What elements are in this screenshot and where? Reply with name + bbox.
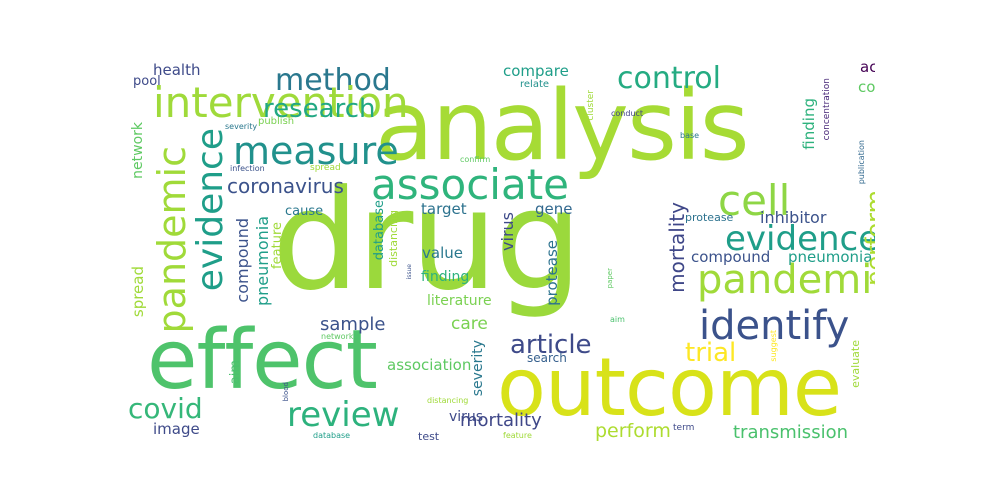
word-base: virus [449,409,484,425]
word-measure: covid [128,392,203,425]
word-literature: inhibitor [760,208,827,227]
word-conclusion: care [451,314,488,334]
word-count: aim [610,315,625,324]
word-mortality-v: mortality [665,202,689,293]
word-activity: sample [320,314,386,335]
word-spread: spread [129,266,147,318]
word-search: gene [535,200,573,218]
word-risk-factor: publish [258,116,295,127]
word-image: finding [421,269,470,285]
word-confirm: test [418,430,440,443]
word-cloud: drug analysis effect outcome associate i… [125,50,875,450]
word-article: research [263,94,376,124]
word-medicine: distancing [427,396,469,405]
word-term: cause [285,204,324,219]
word-cluster: cluster [586,90,596,121]
word-laboratory: network [321,332,354,341]
word-pool: association [387,356,472,374]
word-coronavirus: transmission [733,422,848,443]
word-paper: paper [606,268,614,289]
word-protease: protease [543,240,561,306]
word-finding-v: finding [800,98,818,150]
word-sample: coronavirus [227,174,344,198]
word-identify: identify [699,303,850,349]
word-compare: mortality [460,410,542,431]
word-research: control [617,61,721,96]
word-concentration: concentration [822,78,832,141]
word-drug: drug [272,160,582,321]
word-publication: publication [857,140,866,185]
word-severity: severity [470,340,486,397]
word-pandemic-v: pandemic [150,146,194,334]
word-value: conclusion [858,78,875,96]
word-infection: image [153,420,200,438]
word-feature: feature [270,222,285,269]
word-control: review [287,395,400,435]
word-chloroquine: infection [230,164,265,173]
word-method: evidence [725,219,875,259]
word-intervention: method [275,63,391,98]
word-inhibitor: health [153,61,201,79]
word-covid: cell [718,176,791,225]
word-gene: activity [860,58,875,76]
word-publish: pneumonia [788,248,873,266]
word-recommendation: database [313,431,351,440]
word-compound: compound [233,218,252,303]
word-evidence: evidence [190,128,231,292]
word-characteristic: feature [503,431,532,440]
word-evaluate: evaluate [849,340,862,388]
word-lung: conduct [611,109,644,118]
word-conduct: search [527,351,567,365]
word-extract: relate [520,79,550,90]
word-guideline: spread [310,163,341,173]
word-tissue: severity [225,122,258,131]
word-perform-v: perform [861,190,875,286]
word-database: database [372,200,387,261]
word-analyze: term [673,423,695,433]
word-review: pandemic [697,257,875,303]
word-admission: confirm [460,155,491,164]
word-blood: blood [282,382,290,402]
word-effect: effect [147,313,378,408]
word-target: compare [503,62,569,80]
word-outcome: outcome [497,341,842,434]
word-analysis: analysis [375,70,750,182]
word-associate: associate [371,160,570,209]
word-association: target [421,200,467,218]
word-care: article [510,330,592,360]
word-network: network [130,122,146,179]
word-pneumonia: pneumonia [253,216,272,307]
word-relate: compound [691,248,771,266]
word-case: pool [133,74,161,89]
word-cause: literature [427,293,492,309]
word-cell: intervention [153,78,409,127]
word-information: protease [685,211,734,224]
word-injury: base [680,131,700,140]
word-issue: issue [406,264,413,280]
word-distancing: distancing [387,210,400,267]
word-test: value [422,244,463,262]
word-transmission: trial [685,338,737,368]
word-aim: aim [228,360,243,385]
word-suggest: suggest [769,330,778,362]
word-virus: virus [498,212,517,251]
word-health: perform [595,420,671,442]
word-trial: measure [233,129,399,173]
